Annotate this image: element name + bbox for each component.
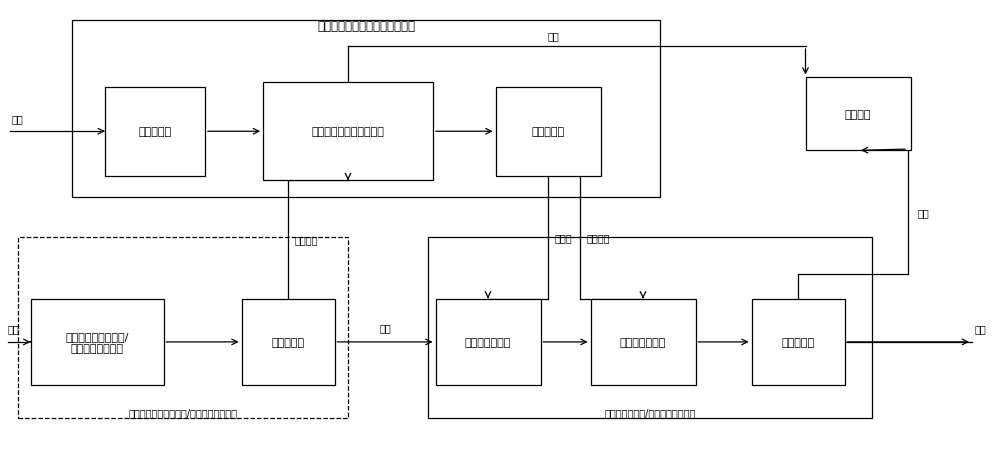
- Text: 二级缺氧反硝化/好氧生物处理系统: 二级缺氧反硝化/好氧生物处理系统: [604, 407, 696, 417]
- Text: 一级沉淀池: 一级沉淀池: [271, 337, 305, 347]
- Text: 臭氧发生器: 臭氧发生器: [138, 127, 172, 137]
- Bar: [18, 238, 348, 418]
- Text: 废水: 废水: [8, 323, 20, 333]
- Bar: [242, 299, 334, 385]
- Bar: [30, 299, 164, 385]
- Bar: [752, 299, 844, 385]
- Bar: [72, 20, 660, 198]
- Text: 富氧气体: 富氧气体: [587, 233, 611, 243]
- Bar: [590, 299, 696, 385]
- Text: 一级前置反硝化的缺氧/好氧生物处理系统: 一级前置反硝化的缺氧/好氧生物处理系统: [128, 407, 238, 417]
- Bar: [436, 299, 540, 385]
- Bar: [105, 88, 205, 177]
- Bar: [806, 78, 910, 151]
- Text: 污水: 污水: [379, 322, 391, 332]
- Text: 出水: 出水: [975, 323, 987, 333]
- Text: 二级沉淀池: 二级沉淀池: [781, 337, 815, 347]
- Text: 污泥臭氧催化氧化反应器: 污泥臭氧催化氧化反应器: [312, 127, 384, 137]
- Bar: [428, 238, 872, 418]
- Text: 氧气: 氧气: [12, 114, 24, 124]
- Bar: [263, 83, 433, 181]
- Text: 尾气破坏器: 尾气破坏器: [531, 127, 565, 137]
- Text: 污泥: 污泥: [548, 31, 560, 41]
- Text: 一级前置反硝化缺氧/
好氧生物处理装置: 一级前置反硝化缺氧/ 好氧生物处理装置: [65, 331, 129, 353]
- Text: 剩余污泥: 剩余污泥: [295, 235, 318, 245]
- Bar: [496, 88, 600, 177]
- Text: 上清液: 上清液: [555, 233, 573, 243]
- Text: 污泥: 污泥: [918, 207, 930, 217]
- Text: 二级好氧反应器: 二级好氧反应器: [620, 337, 666, 347]
- Text: 二级缺氧反应器: 二级缺氧反应器: [465, 337, 511, 347]
- Text: 污泥臭氧催化氧化多相反应系统: 污泥臭氧催化氧化多相反应系统: [317, 20, 415, 33]
- Text: 污泥处理: 污泥处理: [845, 110, 871, 120]
